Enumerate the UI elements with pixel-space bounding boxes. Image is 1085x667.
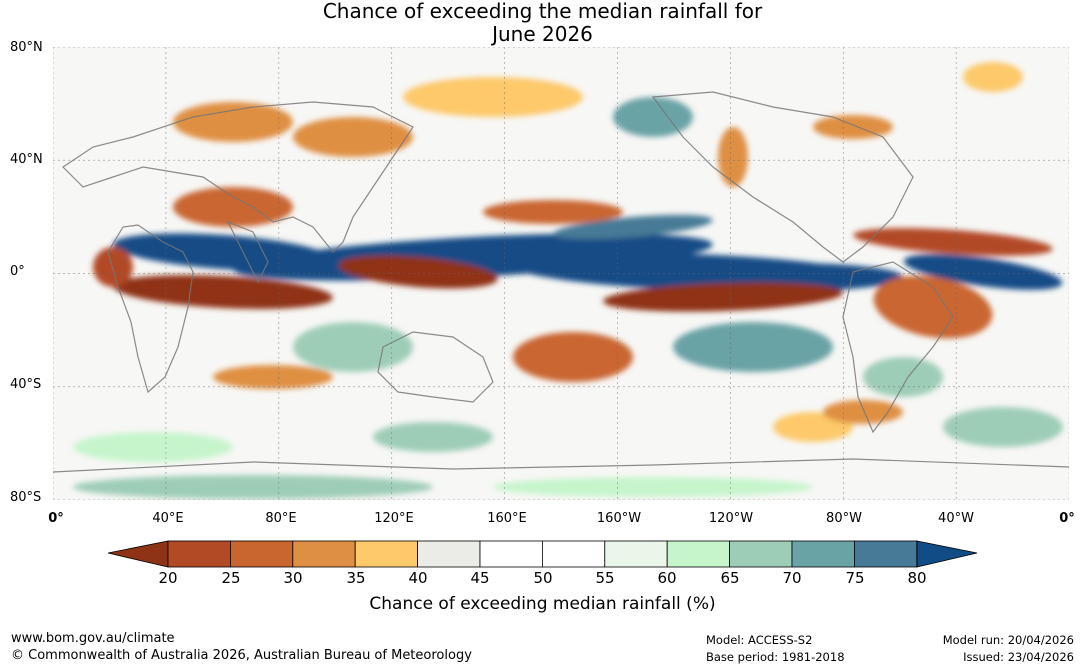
colorbar-tick: 50: [533, 569, 553, 587]
coast-australia: [377, 331, 494, 403]
footer-url[interactable]: www.bom.gov.au/climate: [11, 631, 175, 646]
probability-blob: [73, 432, 233, 462]
probability-blob: [673, 322, 833, 372]
probability-blob: [873, 275, 993, 339]
colorbar-segment: [666, 540, 731, 568]
probability-blob: [173, 102, 293, 142]
lon-label-80e: 80°E: [265, 511, 297, 526]
lon-label-0-left: 0°: [48, 511, 64, 526]
coast-south-america: [842, 261, 954, 434]
map-title-line-2: June 2026: [492, 22, 593, 46]
colorbar-segment: [854, 540, 918, 568]
probability-blob: [513, 332, 633, 382]
colorbar-tick: 80: [907, 569, 927, 587]
colorbar-segment: [479, 540, 543, 568]
coast-india: [226, 220, 269, 284]
lon-label-80w: 80°W: [826, 511, 862, 526]
probability-blob: [113, 233, 333, 271]
lat-label-equator: 0°: [10, 264, 25, 279]
lat-label-40n: 40°N: [10, 152, 43, 167]
lat-label-80n: 80°N: [10, 40, 43, 55]
colorbar-segment: [604, 540, 668, 568]
probability-blob: [813, 115, 893, 139]
colorbar-extend-low: [108, 540, 169, 568]
probability-blob: [173, 187, 293, 227]
colorbar-segment: [230, 540, 294, 568]
rainfall-probability-map: [53, 47, 1069, 500]
colorbar-segment: [417, 540, 481, 568]
lat-label-40s: 40°S: [10, 377, 42, 392]
colorbar-tick: 20: [158, 569, 178, 587]
coast-antarctica: [53, 458, 1069, 473]
probability-blob: [373, 422, 493, 452]
colorbar-extend-high: [916, 540, 978, 568]
footer-model-run: Model run: 20/04/2026: [942, 633, 1074, 647]
colorbar-segment: [354, 540, 418, 568]
colorbar-tick: 45: [470, 569, 490, 587]
probability-blob: [613, 97, 693, 137]
lon-label-40w: 40°W: [938, 511, 974, 526]
footer-base-period: Base period: 1981-2018: [706, 650, 845, 664]
probability-blob: [338, 255, 498, 289]
probability-blob: [963, 62, 1023, 92]
colorbar-segment: [167, 540, 231, 568]
colorbar: [108, 540, 978, 568]
probability-blob: [718, 127, 748, 187]
lat-label-80s: 80°S: [10, 490, 42, 505]
coast-africa: [107, 224, 194, 394]
colorbar-tick: 35: [346, 569, 366, 587]
probability-blob: [863, 357, 943, 397]
probability-blob: [493, 477, 813, 497]
colorbar-segment: [729, 540, 793, 568]
colorbar-tick: 55: [595, 569, 615, 587]
probability-blob: [73, 475, 433, 499]
lon-label-160w: 160°W: [596, 511, 642, 526]
colorbar-tick: 70: [782, 569, 802, 587]
graticule: [53, 47, 1069, 500]
footer-issued: Issued: 23/04/2026: [963, 650, 1074, 664]
lon-label-120e: 120°E: [374, 511, 414, 526]
probability-blob: [903, 254, 1063, 290]
probability-blob: [293, 117, 413, 157]
probability-blob: [943, 407, 1063, 447]
probability-blob: [853, 228, 1053, 256]
probability-blob: [113, 275, 333, 309]
colorbar-segment: [541, 540, 606, 568]
probability-blob: [403, 77, 583, 117]
footer-copyright: © Commonwealth of Australia 2026, Austra…: [11, 648, 472, 663]
lon-label-40e: 40°E: [152, 511, 184, 526]
colorbar-tick: 65: [720, 569, 740, 587]
coast-eurasia: [62, 101, 414, 253]
colorbar-segment: [292, 540, 356, 568]
lon-label-160e: 160°E: [487, 511, 527, 526]
coastlines: [53, 91, 1069, 473]
probability-blob: [93, 247, 133, 287]
colorbar-label: Chance of exceeding median rainfall (%): [369, 594, 716, 614]
colorbar-tick: 40: [408, 569, 428, 587]
probability-blob: [823, 400, 903, 424]
colorbar-tick: 25: [221, 569, 241, 587]
probability-blob: [213, 365, 333, 389]
map-title-line-1: Chance of exceeding the median rainfall …: [322, 0, 763, 23]
probability-blobs: [73, 62, 1063, 499]
colorbar-segment: [791, 540, 855, 568]
probability-blob: [553, 214, 713, 240]
lon-label-0-right: 0°: [1059, 511, 1075, 526]
probability-blob: [293, 322, 413, 372]
probability-blob: [603, 282, 843, 312]
footer-model: Model: ACCESS-S2: [706, 633, 813, 647]
colorbar-tick: 60: [657, 569, 677, 587]
map-title: Chance of exceeding the median rainfall …: [0, 0, 1085, 46]
lon-label-120w: 120°W: [708, 511, 754, 526]
colorbar-tick: 75: [845, 569, 865, 587]
coast-north-america: [651, 91, 914, 263]
colorbar-tick: 30: [283, 569, 303, 587]
probability-blob: [483, 200, 623, 224]
